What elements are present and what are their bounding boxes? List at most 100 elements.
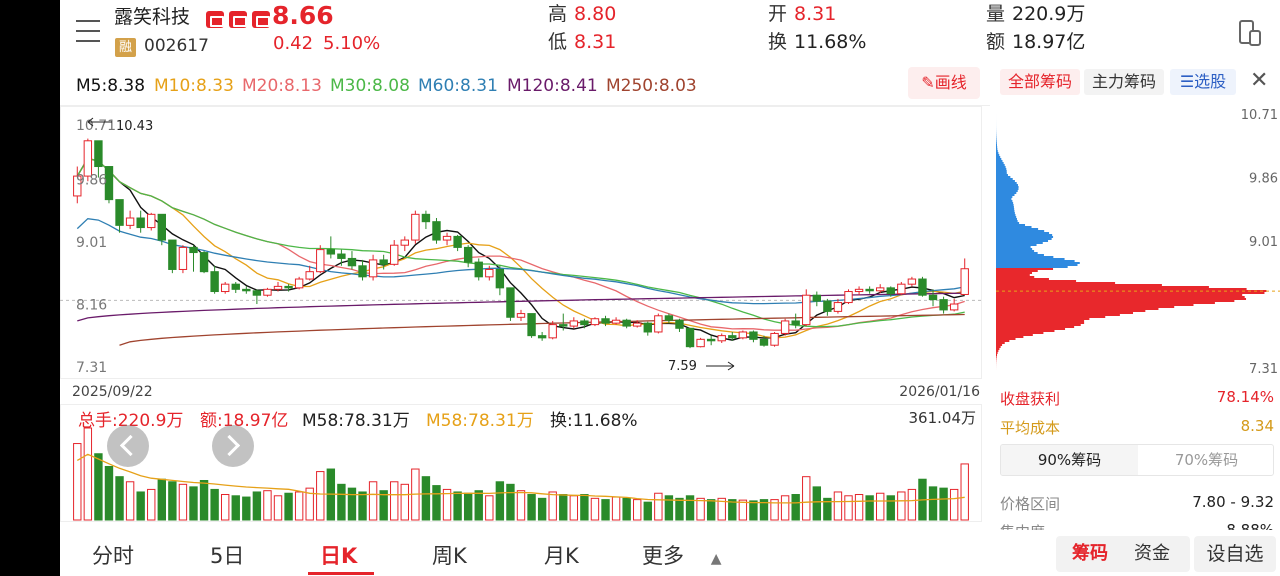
volume-bar — [242, 496, 251, 521]
tab-monthly-k[interactable]: 月K — [544, 544, 579, 568]
add-watchlist-button[interactable]: 设自选 — [1194, 536, 1276, 572]
candle — [199, 252, 209, 273]
candle — [559, 324, 568, 327]
candle — [516, 313, 526, 318]
chip-bar — [996, 274, 1030, 276]
chip-bar — [996, 218, 1017, 220]
candle — [453, 235, 462, 248]
next-arrow-icon[interactable] — [212, 425, 254, 467]
ma5-label: M5:8.38 — [76, 76, 146, 96]
chip-bar — [996, 324, 1081, 326]
chip-bar — [996, 342, 1005, 344]
volume-bar — [717, 497, 726, 521]
candle — [463, 246, 473, 263]
candle — [706, 338, 716, 342]
chip-bar — [996, 246, 1031, 248]
volume-ma-line — [76, 453, 965, 504]
candle — [210, 271, 219, 293]
chip-bar — [996, 258, 1065, 260]
menu-icon[interactable] — [76, 20, 100, 42]
candle — [432, 221, 441, 241]
candle — [316, 249, 325, 273]
chip-bar — [996, 176, 1011, 178]
tab-70-chips[interactable]: 70%筹码 — [1174, 451, 1239, 469]
candle — [527, 313, 536, 337]
chip-bar — [996, 308, 1159, 310]
candle — [844, 291, 853, 304]
candle — [400, 239, 409, 246]
chip-bar — [996, 146, 998, 148]
chip-bar — [996, 170, 1007, 172]
date-end: 2026/01/16 — [899, 384, 980, 400]
open-label: 开 — [768, 3, 788, 25]
volume-bar — [654, 492, 663, 521]
chip-bar — [996, 268, 1054, 270]
chip-bar — [996, 338, 1016, 340]
tab-90-chips[interactable]: 90%筹码 — [1001, 445, 1138, 475]
tag-icon[interactable] — [252, 11, 270, 28]
chips-button[interactable]: 筹码 — [1072, 543, 1108, 564]
tab-5day[interactable]: 5日 — [210, 544, 245, 568]
candle — [284, 285, 293, 289]
tab-intraday[interactable]: 分时 — [92, 544, 134, 568]
screen-toggle-icon[interactable] — [1236, 17, 1266, 49]
chip-range-tabs: 90%筹码 70%筹码 — [1000, 444, 1274, 476]
ma250-line — [119, 313, 965, 346]
tab-more[interactable]: 更多 ▲ — [642, 544, 722, 568]
volume-bar — [580, 494, 589, 521]
volume-bar — [368, 481, 378, 521]
y-axis-label: 9.01 — [76, 235, 107, 251]
stock-name[interactable]: 露笑科技 — [114, 6, 191, 28]
tab-weekly-k[interactable]: 周K — [432, 544, 467, 568]
candle — [728, 335, 737, 339]
chip-bar — [996, 182, 1017, 184]
volume-bar — [453, 491, 462, 521]
candle — [147, 213, 156, 229]
volume-bar — [960, 463, 969, 521]
tag-icon[interactable] — [206, 11, 224, 28]
amount-label: 额 — [986, 31, 1006, 53]
volume-bar — [611, 496, 621, 521]
chip-bar — [996, 208, 1015, 210]
kline-chart[interactable]: 10.71 9.86 9.01 8.16 7.31 10.43 7.59 2025/09/22… — [60, 106, 982, 404]
volume-bar — [421, 476, 431, 521]
chip-bar — [996, 294, 1243, 296]
chip-bar — [996, 250, 1035, 252]
funds-button[interactable]: 资金 — [1134, 543, 1170, 564]
volume-bar — [759, 499, 769, 521]
chip-bar — [996, 200, 1013, 202]
tab-daily-k[interactable]: 日K — [320, 544, 358, 568]
candle — [685, 327, 695, 348]
volume-bar — [939, 487, 948, 521]
volume-bar — [157, 478, 166, 521]
candle — [83, 140, 93, 177]
chip-bar — [996, 304, 1194, 306]
last-price: 8.66 — [272, 1, 334, 30]
tab-stock-pick[interactable]: ☰选股 — [1170, 69, 1236, 95]
draw-line-button[interactable]: ✎画线 — [908, 67, 980, 99]
candle — [654, 315, 663, 333]
chip-bar — [996, 224, 1026, 226]
volume-bar — [791, 494, 800, 521]
chip-y-label: 9.01 — [1249, 235, 1278, 250]
tab-all-chips[interactable]: 全部筹码 — [1000, 69, 1080, 95]
candle — [73, 175, 82, 197]
caret-up-icon: ▲ — [710, 551, 722, 567]
volume-bar — [802, 476, 811, 521]
tag-icon[interactable] — [229, 11, 247, 28]
volume-bar — [220, 494, 230, 521]
active-tab-indicator — [308, 572, 374, 575]
volume-bar — [305, 487, 314, 521]
chip-bar — [996, 312, 1134, 314]
tab-main-chips[interactable]: 主力筹码 — [1084, 69, 1164, 95]
close-icon[interactable]: ✕ — [1250, 68, 1269, 93]
price-change: 0.42 — [273, 33, 314, 54]
candle — [242, 288, 251, 292]
prev-arrow-icon[interactable] — [107, 425, 149, 467]
candle — [569, 320, 579, 327]
volume-chart[interactable]: 总手:220.9万 额:18.97亿 M58:78.31万 M58:78.31万 换:1… — [60, 404, 982, 522]
chip-bar — [996, 144, 997, 146]
chip-bar — [996, 260, 1075, 262]
chip-bar — [996, 344, 1003, 346]
candle — [622, 319, 631, 327]
